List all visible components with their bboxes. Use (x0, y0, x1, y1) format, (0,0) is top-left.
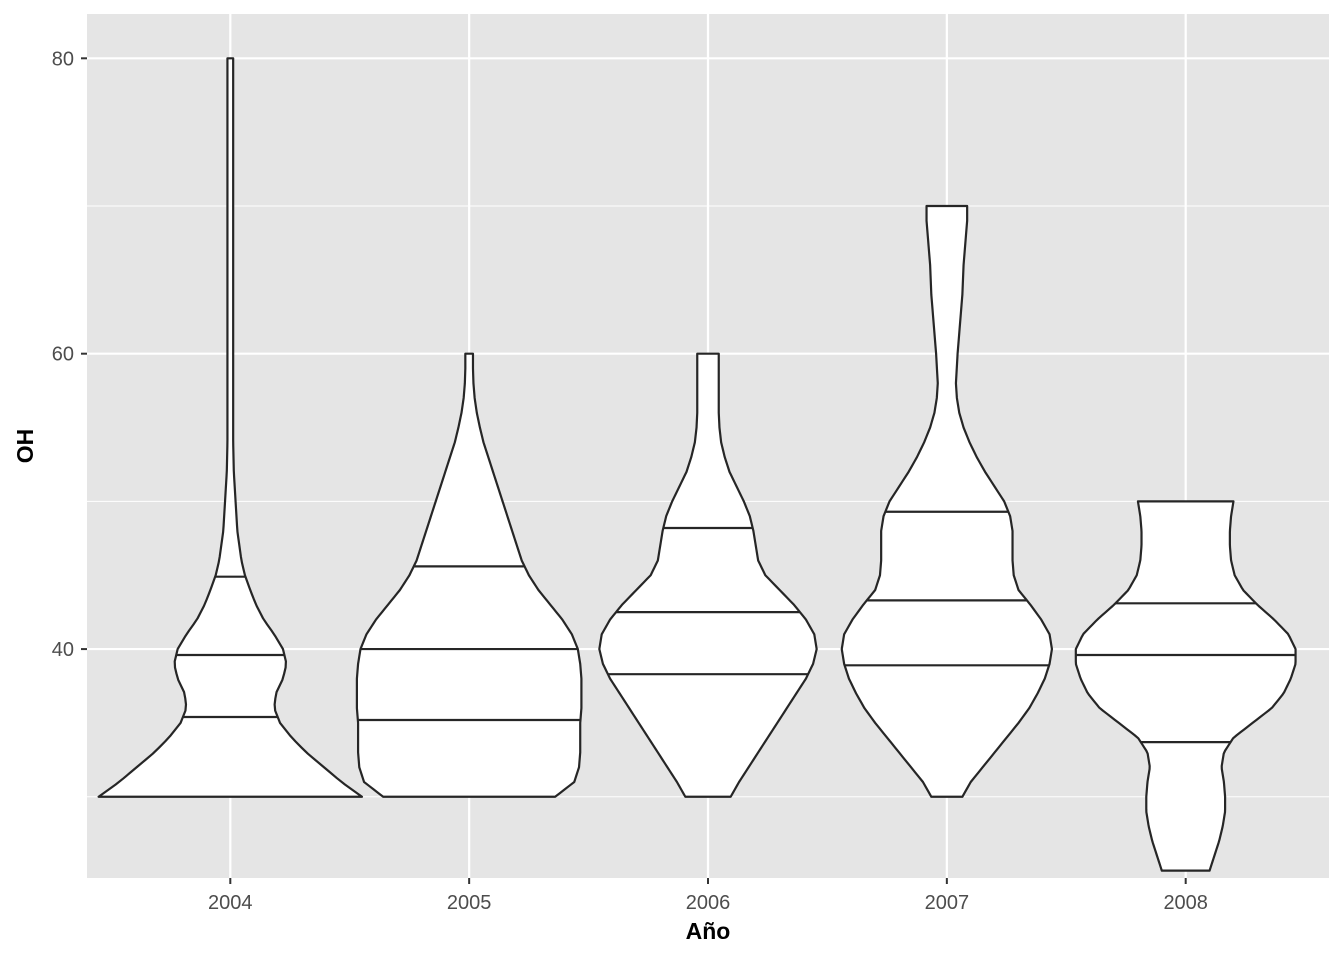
y-tick-label: 40 (52, 639, 74, 661)
x-axis-title: Año (686, 918, 731, 944)
y-tick-label: 80 (52, 48, 74, 70)
violin-2007 (840, 204, 1054, 798)
y-tick-label: 60 (52, 344, 74, 366)
violin-2008 (1074, 500, 1297, 872)
violin-2004 (97, 57, 364, 798)
x-tick-label: 2005 (447, 892, 492, 914)
x-tick-label: 2007 (925, 892, 970, 914)
violin-2005 (355, 352, 583, 798)
y-axis-title: OH (12, 429, 38, 464)
y-axis: 40 60 80 (52, 48, 87, 661)
violins (97, 57, 1297, 872)
x-tick-label: 2006 (686, 892, 731, 914)
x-tick-label: 2008 (1163, 892, 1208, 914)
x-tick-label: 2004 (208, 892, 253, 914)
violin-2006 (598, 352, 818, 798)
x-axis: 2004 2005 2006 2007 2008 (208, 878, 1208, 914)
